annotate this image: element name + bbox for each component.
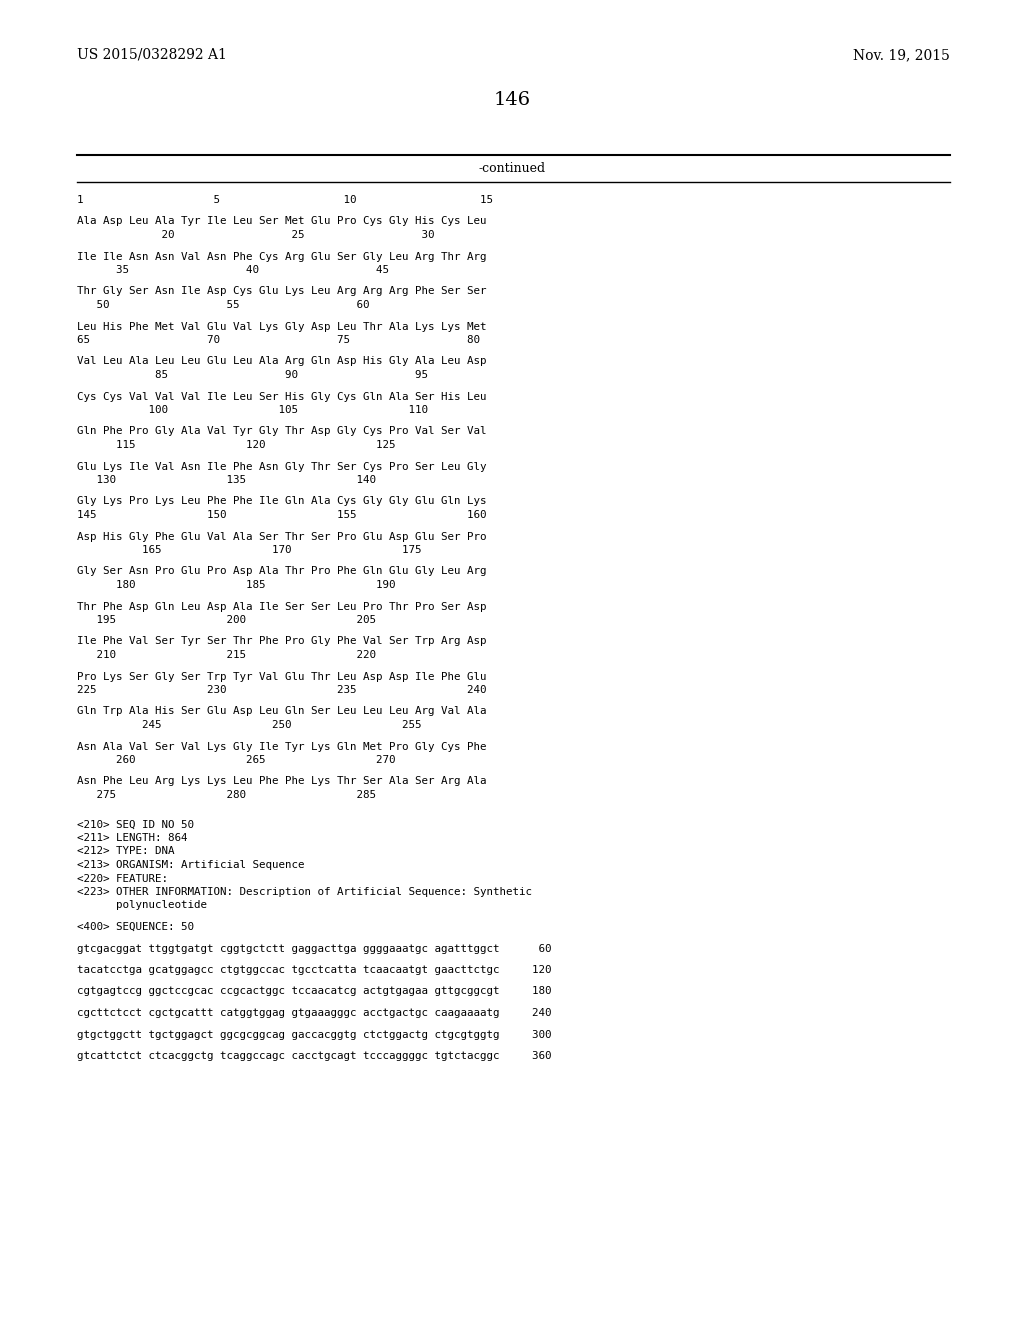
Text: 20                  25                  30: 20 25 30	[77, 230, 434, 240]
Text: Gln Trp Ala His Ser Glu Asp Leu Gln Ser Leu Leu Leu Arg Val Ala: Gln Trp Ala His Ser Glu Asp Leu Gln Ser …	[77, 706, 486, 717]
Text: Nov. 19, 2015: Nov. 19, 2015	[853, 48, 950, 62]
Text: gtcattctct ctcacggctg tcaggccagc cacctgcagt tcccaggggc tgtctacggc     360: gtcattctct ctcacggctg tcaggccagc cacctgc…	[77, 1051, 552, 1061]
Text: 146: 146	[494, 91, 530, 110]
Text: Ala Asp Leu Ala Tyr Ile Leu Ser Met Glu Pro Cys Gly His Cys Leu: Ala Asp Leu Ala Tyr Ile Leu Ser Met Glu …	[77, 216, 486, 227]
Text: Gln Phe Pro Gly Ala Val Tyr Gly Thr Asp Gly Cys Pro Val Ser Val: Gln Phe Pro Gly Ala Val Tyr Gly Thr Asp …	[77, 426, 486, 437]
Text: tacatcctga gcatggagcc ctgtggccac tgcctcatta tcaacaatgt gaacttctgc     120: tacatcctga gcatggagcc ctgtggccac tgcctca…	[77, 965, 552, 975]
Text: 180                 185                 190: 180 185 190	[77, 579, 395, 590]
Text: <211> LENGTH: 864: <211> LENGTH: 864	[77, 833, 187, 843]
Text: Asn Ala Val Ser Val Lys Gly Ile Tyr Lys Gln Met Pro Gly Cys Phe: Asn Ala Val Ser Val Lys Gly Ile Tyr Lys …	[77, 742, 486, 751]
Text: polynucleotide: polynucleotide	[77, 900, 207, 911]
Text: <220> FEATURE:: <220> FEATURE:	[77, 874, 168, 883]
Text: 225                 230                 235                 240: 225 230 235 240	[77, 685, 486, 696]
Text: <210> SEQ ID NO 50: <210> SEQ ID NO 50	[77, 820, 194, 829]
Text: <223> OTHER INFORMATION: Description of Artificial Sequence: Synthetic: <223> OTHER INFORMATION: Description of …	[77, 887, 532, 898]
Text: 195                 200                 205: 195 200 205	[77, 615, 376, 624]
Text: 260                 265                 270: 260 265 270	[77, 755, 395, 766]
Text: Asn Phe Leu Arg Lys Lys Leu Phe Phe Lys Thr Ser Ala Ser Arg Ala: Asn Phe Leu Arg Lys Lys Leu Phe Phe Lys …	[77, 776, 486, 787]
Text: 210                 215                 220: 210 215 220	[77, 649, 376, 660]
Text: 65                  70                  75                  80: 65 70 75 80	[77, 335, 480, 345]
Text: cgcttctcct cgctgcattt catggtggag gtgaaagggc acctgactgc caagaaaatg     240: cgcttctcct cgctgcattt catggtggag gtgaaag…	[77, 1008, 552, 1018]
Text: Pro Lys Ser Gly Ser Trp Tyr Val Glu Thr Leu Asp Asp Ile Phe Glu: Pro Lys Ser Gly Ser Trp Tyr Val Glu Thr …	[77, 672, 486, 681]
Text: Leu His Phe Met Val Glu Val Lys Gly Asp Leu Thr Ala Lys Lys Met: Leu His Phe Met Val Glu Val Lys Gly Asp …	[77, 322, 486, 331]
Text: cgtgagtccg ggctccgcac ccgcactggc tccaacatcg actgtgagaa gttgcggcgt     180: cgtgagtccg ggctccgcac ccgcactggc tccaaca…	[77, 986, 552, 997]
Text: <213> ORGANISM: Artificial Sequence: <213> ORGANISM: Artificial Sequence	[77, 861, 304, 870]
Text: 35                  40                  45: 35 40 45	[77, 265, 389, 275]
Text: 165                 170                 175: 165 170 175	[77, 545, 422, 554]
Text: gtcgacggat ttggtgatgt cggtgctctt gaggacttga ggggaaatgc agatttggct      60: gtcgacggat ttggtgatgt cggtgctctt gaggact…	[77, 944, 552, 953]
Text: Asp His Gly Phe Glu Val Ala Ser Thr Ser Pro Glu Asp Glu Ser Pro: Asp His Gly Phe Glu Val Ala Ser Thr Ser …	[77, 532, 486, 541]
Text: 100                 105                 110: 100 105 110	[77, 405, 428, 414]
Text: gtgctggctt tgctggagct ggcgcggcag gaccacggtg ctctggactg ctgcgtggtg     300: gtgctggctt tgctggagct ggcgcggcag gaccacg…	[77, 1030, 552, 1040]
Text: Glu Lys Ile Val Asn Ile Phe Asn Gly Thr Ser Cys Pro Ser Leu Gly: Glu Lys Ile Val Asn Ile Phe Asn Gly Thr …	[77, 462, 486, 471]
Text: Cys Cys Val Val Val Ile Leu Ser His Gly Cys Gln Ala Ser His Leu: Cys Cys Val Val Val Ile Leu Ser His Gly …	[77, 392, 486, 401]
Text: 245                 250                 255: 245 250 255	[77, 719, 422, 730]
Text: 115                 120                 125: 115 120 125	[77, 440, 395, 450]
Text: 1                    5                   10                   15: 1 5 10 15	[77, 195, 493, 205]
Text: 85                  90                  95: 85 90 95	[77, 370, 428, 380]
Text: 50                  55                  60: 50 55 60	[77, 300, 370, 310]
Text: Val Leu Ala Leu Leu Glu Leu Ala Arg Gln Asp His Gly Ala Leu Asp: Val Leu Ala Leu Leu Glu Leu Ala Arg Gln …	[77, 356, 486, 367]
Text: Gly Lys Pro Lys Leu Phe Phe Ile Gln Ala Cys Gly Gly Glu Gln Lys: Gly Lys Pro Lys Leu Phe Phe Ile Gln Ala …	[77, 496, 486, 507]
Text: 275                 280                 285: 275 280 285	[77, 789, 376, 800]
Text: -continued: -continued	[478, 161, 546, 174]
Text: Ile Ile Asn Asn Val Asn Phe Cys Arg Glu Ser Gly Leu Arg Thr Arg: Ile Ile Asn Asn Val Asn Phe Cys Arg Glu …	[77, 252, 486, 261]
Text: US 2015/0328292 A1: US 2015/0328292 A1	[77, 48, 227, 62]
Text: Gly Ser Asn Pro Glu Pro Asp Ala Thr Pro Phe Gln Glu Gly Leu Arg: Gly Ser Asn Pro Glu Pro Asp Ala Thr Pro …	[77, 566, 486, 577]
Text: 130                 135                 140: 130 135 140	[77, 475, 376, 484]
Text: 145                 150                 155                 160: 145 150 155 160	[77, 510, 486, 520]
Text: Thr Gly Ser Asn Ile Asp Cys Glu Lys Leu Arg Arg Arg Phe Ser Ser: Thr Gly Ser Asn Ile Asp Cys Glu Lys Leu …	[77, 286, 486, 297]
Text: Ile Phe Val Ser Tyr Ser Thr Phe Pro Gly Phe Val Ser Trp Arg Asp: Ile Phe Val Ser Tyr Ser Thr Phe Pro Gly …	[77, 636, 486, 647]
Text: Thr Phe Asp Gln Leu Asp Ala Ile Ser Ser Leu Pro Thr Pro Ser Asp: Thr Phe Asp Gln Leu Asp Ala Ile Ser Ser …	[77, 602, 486, 611]
Text: <212> TYPE: DNA: <212> TYPE: DNA	[77, 846, 174, 857]
Text: <400> SEQUENCE: 50: <400> SEQUENCE: 50	[77, 921, 194, 932]
